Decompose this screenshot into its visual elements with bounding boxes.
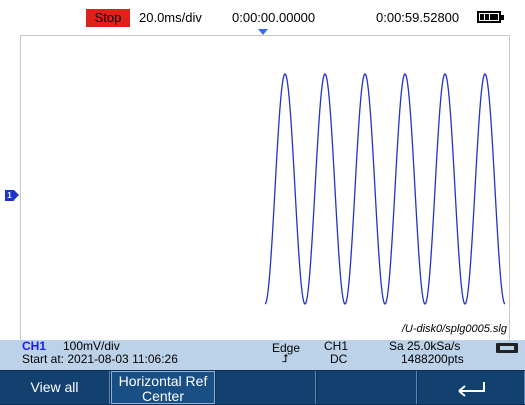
softkey-3[interactable] <box>216 371 316 404</box>
softkey-4[interactable] <box>317 371 417 404</box>
trigger-delay-readout: 0:00:00.00000 <box>232 10 316 25</box>
coupling-readout: DC <box>330 352 348 366</box>
battery-cell <box>490 14 494 20</box>
sample-time-readout: 0:00:59.52800 <box>376 10 460 25</box>
horizontal-ref-label: Horizontal Ref <box>118 373 208 389</box>
waveform-trace <box>264 73 506 305</box>
horizontal-ref-value: Center <box>141 388 185 404</box>
back-button[interactable] <box>418 371 525 404</box>
battery-cell <box>480 14 484 20</box>
trigger-type-readout: Edge <box>272 341 301 355</box>
right-gutter <box>510 35 525 340</box>
record-length-readout: 1488200pts <box>401 352 464 366</box>
ch1-trace <box>264 73 506 305</box>
battery-cell <box>494 14 498 20</box>
run-stop-badge[interactable]: Stop <box>86 9 130 27</box>
left-gutter <box>0 35 20 340</box>
vertical-scale-readout: 100mV/div <box>63 339 120 353</box>
usb-icon <box>496 343 518 353</box>
horizontal-ref-button[interactable]: Horizontal Ref Center <box>111 371 215 404</box>
view-all-button[interactable]: View all <box>0 371 110 404</box>
start-time-readout: Start at: 2021-08-03 11:06:26 <box>22 352 178 366</box>
battery-full-icon <box>477 11 504 23</box>
rising-edge-icon: ⮥ <box>282 353 289 365</box>
file-path-label: /U-disk0/splg0005.slg <box>401 323 507 335</box>
trigger-source-readout: CH1 <box>324 339 349 353</box>
channel-label[interactable]: CH1 <box>22 339 47 353</box>
back-arrow-icon <box>458 382 485 397</box>
sample-rate-readout: Sa 25.0kSa/s <box>389 339 461 353</box>
status-bar: Stop 20.0ms/div 0:00:00.00000 0:00:59.52… <box>0 0 525 35</box>
channel-1-marker[interactable]: 1 <box>5 190 19 201</box>
trigger-position-marker <box>258 29 268 35</box>
battery-cell <box>485 14 489 20</box>
info-bar <box>0 340 525 370</box>
timebase-readout: 20.0ms/div <box>139 10 202 25</box>
